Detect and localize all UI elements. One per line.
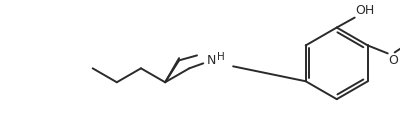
Text: H: H — [217, 52, 225, 62]
Text: O: O — [389, 54, 399, 67]
Text: N: N — [207, 54, 216, 67]
Text: OH: OH — [356, 4, 375, 17]
